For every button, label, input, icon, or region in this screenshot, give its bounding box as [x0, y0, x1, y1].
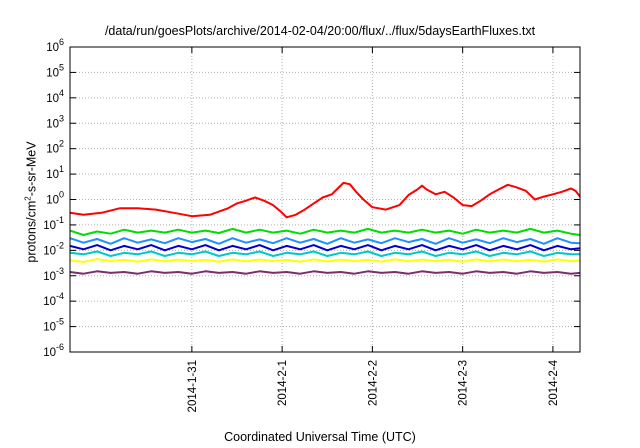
- y-tick-label: 10-6: [43, 342, 64, 359]
- x-tick-label: 2014-1-31: [187, 360, 199, 412]
- series-line: [69, 227, 581, 236]
- y-tick-label: 102: [46, 139, 64, 156]
- series-group: [69, 181, 581, 275]
- y-tick-label: 10-5: [43, 317, 64, 334]
- x-ticks: 2014-1-31 2014-2-1 2014-2-2 2014-2-3 2014-2-…: [187, 47, 560, 412]
- y-tick-label: 10-2: [43, 240, 64, 257]
- y-tick-label: 106: [46, 37, 64, 54]
- y-tick-label: 101: [46, 164, 64, 181]
- series-line: [69, 270, 581, 275]
- y-ticks: 106 105 104 103 102 101 100 10-1 10-2 10-3 10-4 10-…: [43, 37, 580, 359]
- chart-title: /data/run/goesPlots/archive/2014-02-04/2…: [104, 24, 536, 38]
- y-tick-label: 10-1: [43, 215, 64, 232]
- series-line: [69, 250, 580, 257]
- x-tick-label: 2014-2-4: [548, 359, 560, 406]
- series-line: [69, 244, 581, 252]
- series-line: [69, 181, 581, 219]
- y-tick-label: 100: [46, 190, 64, 207]
- y-tick-label: 105: [46, 62, 64, 79]
- y-tick-label: 104: [46, 88, 64, 105]
- y-tick-label: 10-3: [43, 266, 64, 283]
- x-tick-label: 2014-2-2: [367, 360, 379, 406]
- x-tick-label: 2014-2-1: [277, 360, 289, 406]
- grid: [70, 47, 580, 352]
- series-line: [69, 237, 581, 245]
- series-line: [69, 258, 581, 263]
- y-tick-label: 103: [46, 113, 64, 130]
- y-tick-label: 10-4: [43, 291, 64, 308]
- x-axis-label: Coordinated Universal Time (UTC): [224, 430, 416, 444]
- x-tick-label: 2014-2-3: [458, 360, 470, 406]
